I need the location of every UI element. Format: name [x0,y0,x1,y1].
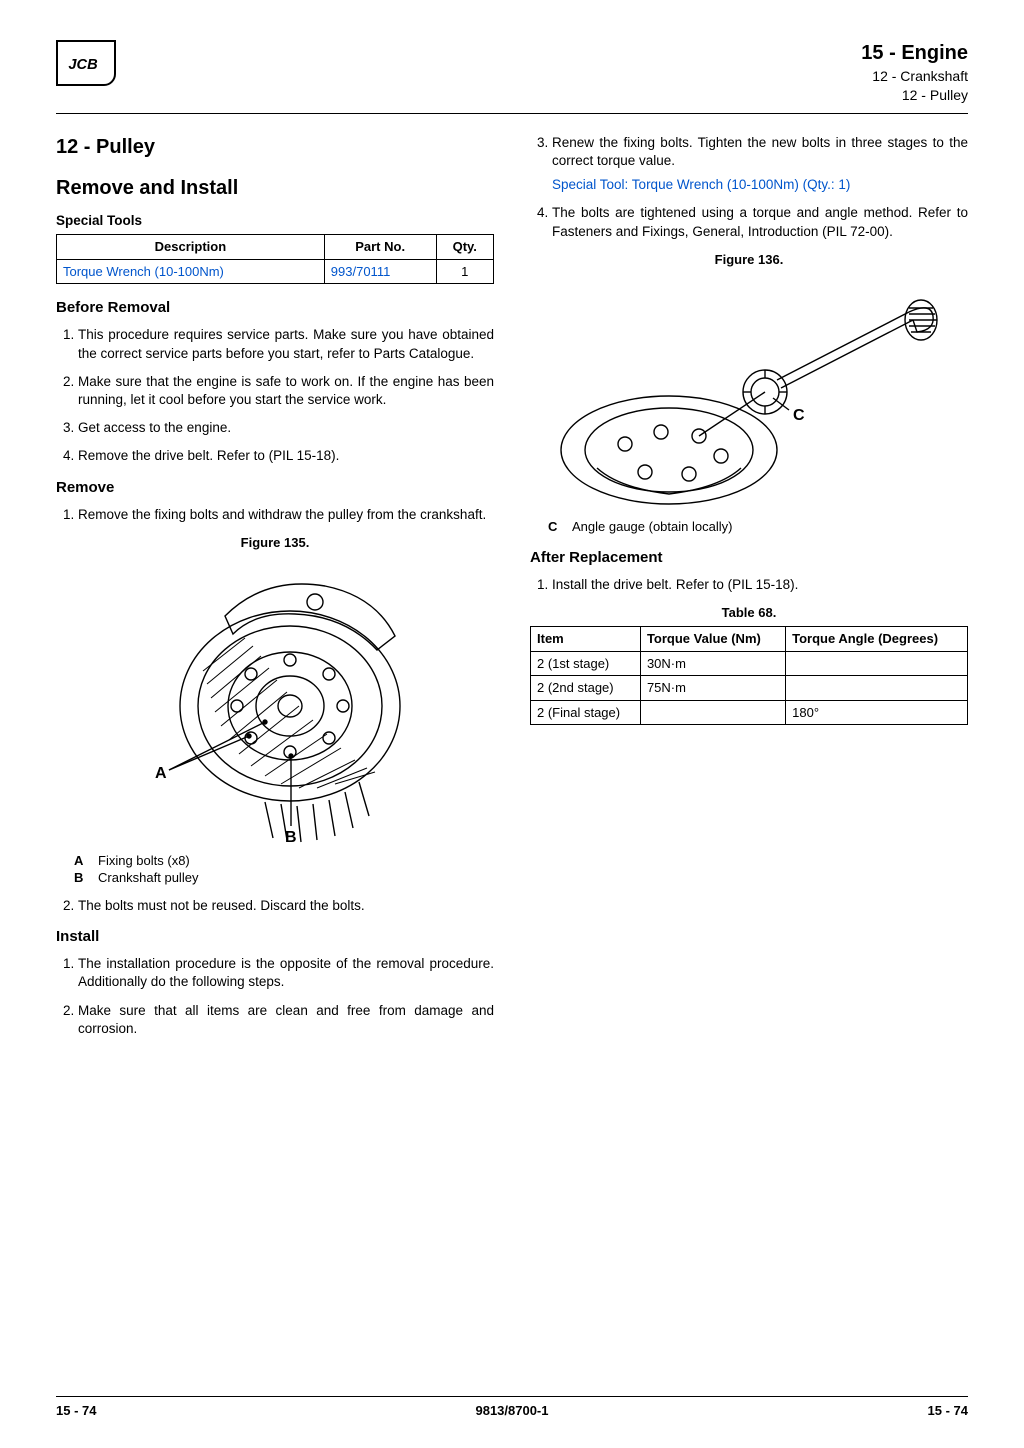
page-header: JCB 15 - Engine 12 - Crankshaft 12 - Pul… [56,40,968,114]
figure-135-legend: A Fixing bolts (x8) B Crankshaft pulley [74,852,494,887]
list-item: The bolts are tightened using a torque a… [552,204,968,240]
table-row: 2 (Final stage) 180° [531,700,968,725]
table-row: 2 (1st stage) 30N·m [531,651,968,676]
figure-136-caption: Figure 136. [530,251,968,269]
install-steps: The installation procedure is the opposi… [56,955,494,1038]
jcb-logo-icon: JCB [64,47,108,79]
cell-tv: 75N·m [640,676,785,701]
special-tools-table: Description Part No. Qty. Torque Wrench … [56,234,494,284]
install-steps-cont: Renew the fixing bolts. Tighten the new … [530,134,968,241]
footer-left: 15 - 74 [56,1403,96,1418]
cell-tv: 30N·m [640,651,785,676]
col-part-no: Part No. [324,235,436,260]
cell-item: 2 (2nd stage) [531,676,641,701]
table-header-row: Item Torque Value (Nm) Torque Angle (Deg… [531,626,968,651]
col-item: Item [531,626,641,651]
remove-heading: Remove [56,478,494,498]
legend-row: A Fixing bolts (x8) [74,852,494,870]
table-68-caption: Table 68. [530,604,968,622]
tool-qty: 1 [436,259,494,284]
cell-item: 2 (1st stage) [531,651,641,676]
table-row: 2 (2nd stage) 75N·m [531,676,968,701]
list-item: Renew the fixing bolts. Tighten the new … [552,134,968,195]
legend-row: C Angle gauge (obtain locally) [548,518,968,536]
page-footer: 15 - 74 9813/8700-1 15 - 74 [56,1396,968,1418]
remove-steps: Remove the fixing bolts and withdraw the… [56,506,494,524]
footer-right: 15 - 74 [928,1403,968,1418]
install-heading: Install [56,927,494,947]
figure-label-a: A [155,765,167,782]
table-header-row: Description Part No. Qty. [57,235,494,260]
tool-part-no: 993/70111 [324,259,436,284]
footer-center: 9813/8700-1 [475,1403,548,1418]
after-replacement-heading: After Replacement [530,548,968,568]
figure-136-legend: C Angle gauge (obtain locally) [548,518,968,536]
before-removal-steps: This procedure requires service parts. M… [56,326,494,465]
legend-text: Crankshaft pulley [98,869,198,887]
jcb-logo: JCB [56,40,116,86]
left-column: 12 - Pulley Remove and Install Special T… [56,134,494,1048]
header-chapter: 15 - Engine [861,40,968,67]
figure-label-c: C [793,407,805,424]
legend-key: C [548,518,564,536]
cell-ta [786,651,968,676]
cell-item: 2 (Final stage) [531,700,641,725]
legend-key: B [74,869,90,887]
right-column: Renew the fixing bolts. Tighten the new … [530,134,968,1048]
cell-ta [786,676,968,701]
list-item: This procedure requires service parts. M… [78,326,494,362]
remove-install-title: Remove and Install [56,175,494,202]
legend-text: Fixing bolts (x8) [98,852,190,870]
legend-row: B Crankshaft pulley [74,869,494,887]
list-item: Install the drive belt. Refer to (PIL 15… [552,576,968,594]
header-breadcrumb: 15 - Engine 12 - Crankshaft 12 - Pulley [861,40,968,105]
col-torque-value: Torque Value (Nm) [640,626,785,651]
special-tool-link: Special Tool: Torque Wrench (10-100Nm) (… [552,176,968,194]
page: JCB 15 - Engine 12 - Crankshaft 12 - Pul… [0,0,1024,1448]
list-item: Make sure that the engine is safe to wor… [78,373,494,409]
col-description: Description [57,235,325,260]
list-item: Make sure that all items are clean and f… [78,1002,494,1038]
list-item: Remove the fixing bolts and withdraw the… [78,506,494,524]
list-item: Remove the drive belt. Refer to (PIL 15-… [78,447,494,465]
table-row: Torque Wrench (10-100Nm) 993/70111 1 [57,259,494,284]
content-columns: 12 - Pulley Remove and Install Special T… [56,134,968,1048]
figure-136: C [530,272,968,512]
figure-label-b: B [285,829,297,846]
remove-steps-cont: The bolts must not be reused. Discard th… [56,897,494,915]
legend-key: A [74,852,90,870]
legend-text: Angle gauge (obtain locally) [572,518,732,536]
cell-ta: 180° [786,700,968,725]
header-sub1: 12 - Crankshaft [861,67,968,86]
section-title: 12 - Pulley [56,134,494,161]
figure-135-caption: Figure 135. [56,534,494,552]
list-item: Get access to the engine. [78,419,494,437]
tool-description: Torque Wrench (10-100Nm) [57,259,325,284]
step-text: Renew the fixing bolts. Tighten the new … [552,135,968,168]
list-item: The bolts must not be reused. Discard th… [78,897,494,915]
col-qty: Qty. [436,235,494,260]
svg-text:JCB: JCB [68,57,98,73]
figure-135: A B [56,556,494,846]
torque-wrench-illustration-icon: C [549,272,949,512]
after-replacement-steps: Install the drive belt. Refer to (PIL 15… [530,576,968,594]
col-torque-angle: Torque Angle (Degrees) [786,626,968,651]
before-removal-heading: Before Removal [56,298,494,318]
cell-tv [640,700,785,725]
pulley-illustration-icon: A B [115,556,435,846]
torque-table: Item Torque Value (Nm) Torque Angle (Deg… [530,626,968,725]
special-tools-heading: Special Tools [56,212,494,230]
list-item: The installation procedure is the opposi… [78,955,494,991]
header-sub2: 12 - Pulley [861,86,968,105]
